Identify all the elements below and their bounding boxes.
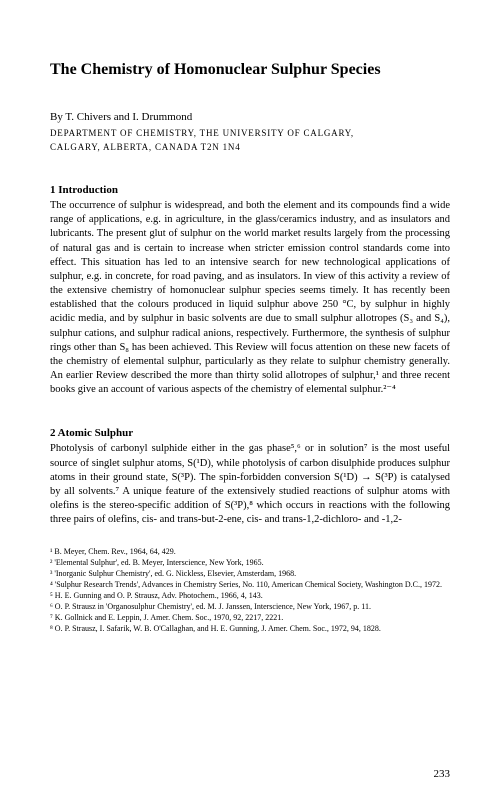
page-number: 233 bbox=[434, 768, 451, 780]
affiliation-line2: CALGARY, ALBERTA, CANADA T2N 1N4 bbox=[50, 141, 450, 154]
reference-item: ⁴ 'Sulphur Research Trends', Advances in… bbox=[50, 580, 450, 590]
reference-item: ¹ B. Meyer, Chem. Rev., 1964, 64, 429. bbox=[50, 547, 450, 557]
reference-item: ² 'Elemental Sulphur', ed. B. Meyer, Int… bbox=[50, 558, 450, 568]
references-block: ¹ B. Meyer, Chem. Rev., 1964, 64, 429. ²… bbox=[50, 547, 450, 634]
section2-body: Photolysis of carbonyl sulphide either i… bbox=[50, 442, 450, 527]
paper-title: The Chemistry of Homonuclear Sulphur Spe… bbox=[50, 60, 450, 81]
reference-item: ⁶ O. P. Strausz in 'Organosulphur Chemis… bbox=[50, 602, 450, 612]
reference-item: ⁷ K. Gollnick and E. Leppin, J. Amer. Ch… bbox=[50, 613, 450, 623]
affiliation-line1: DEPARTMENT OF CHEMISTRY, THE UNIVERSITY … bbox=[50, 127, 450, 140]
reference-item: ⁵ H. E. Gunning and O. P. Strausz, Adv. … bbox=[50, 591, 450, 601]
paper-authors: By T. Chivers and I. Drummond bbox=[50, 111, 450, 123]
reference-item: ⁸ O. P. Strausz, I. Safarik, W. B. O'Cal… bbox=[50, 624, 450, 634]
section1-body: The occurrence of sulphur is widespread,… bbox=[50, 199, 450, 397]
section1-heading: 1 Introduction bbox=[50, 184, 450, 196]
reference-item: ³ 'Inorganic Sulphur Chemistry', ed. G. … bbox=[50, 569, 450, 579]
section2-heading: 2 Atomic Sulphur bbox=[50, 427, 450, 439]
